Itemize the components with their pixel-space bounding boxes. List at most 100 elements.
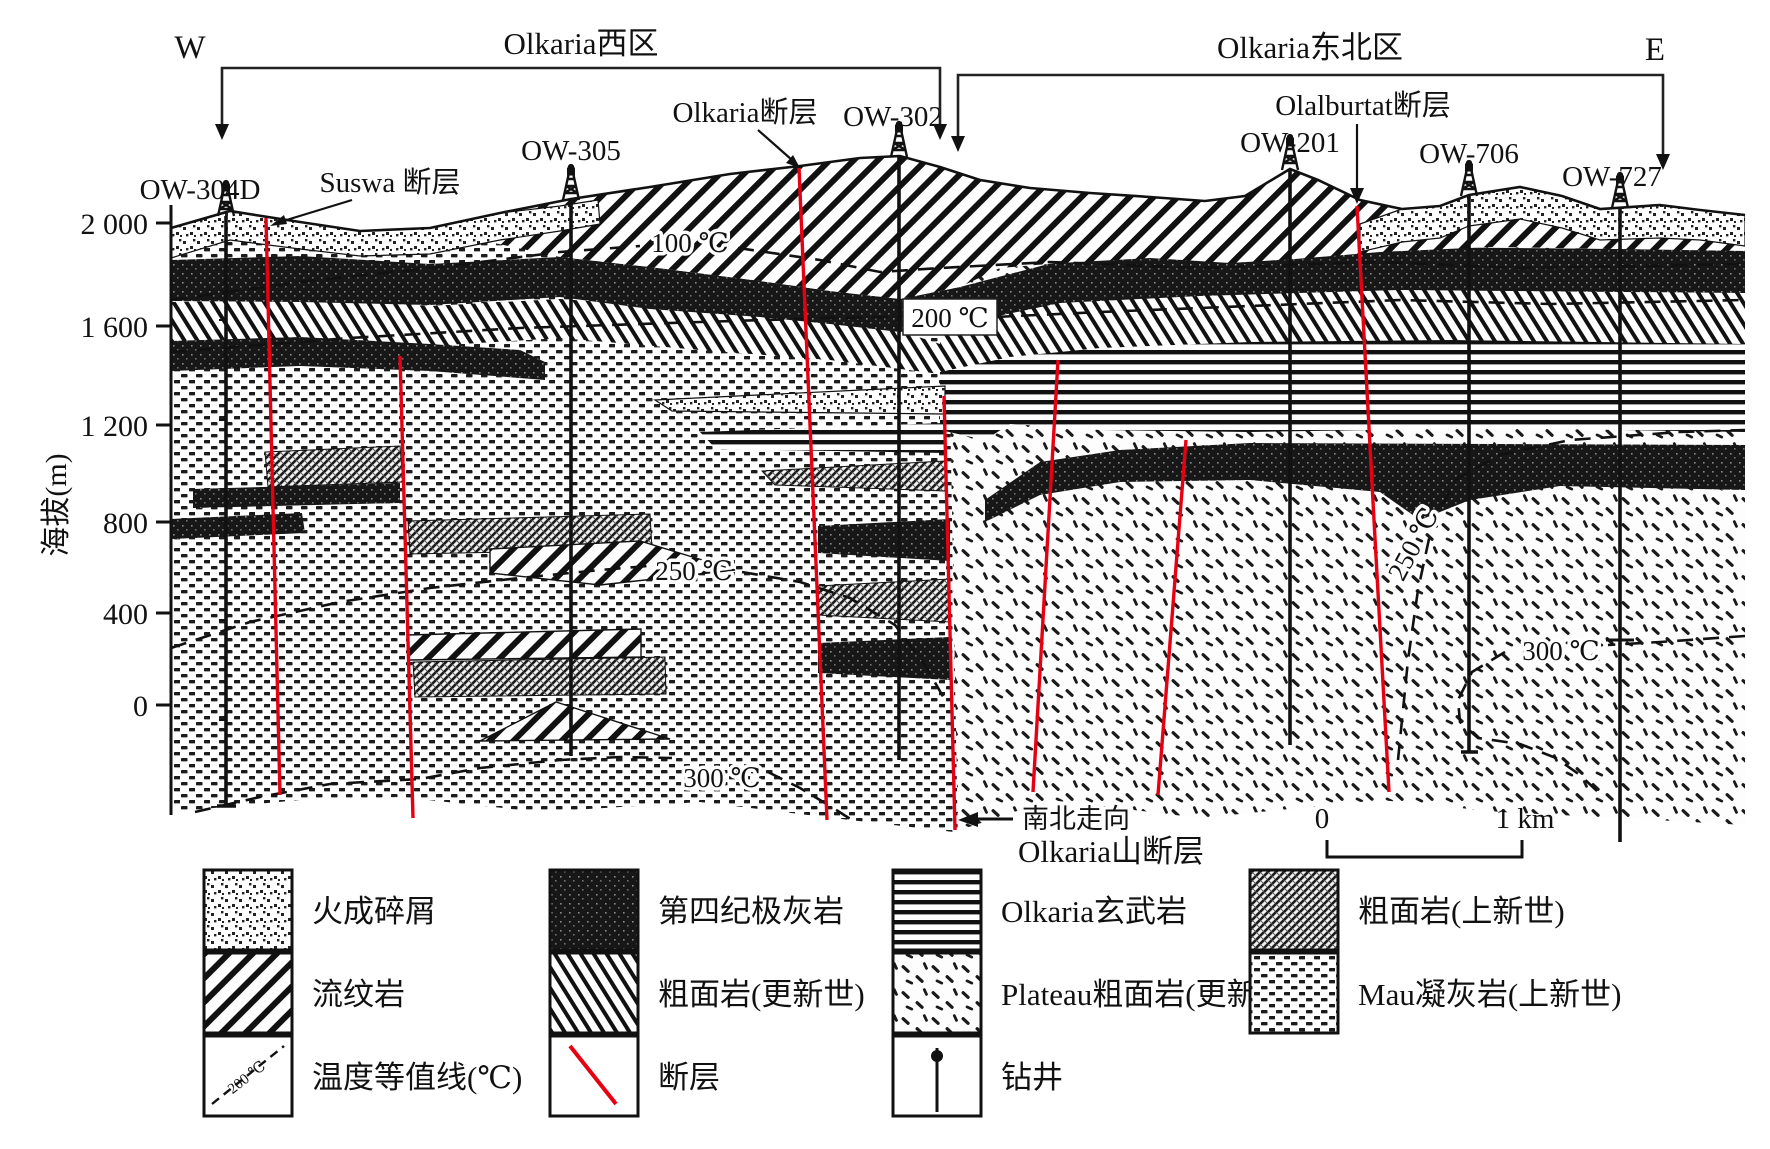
band-weave-c — [412, 656, 667, 698]
trachyte-pleistocene-left — [171, 299, 940, 374]
legend-label: 温度等值线(℃) — [312, 1060, 522, 1095]
isotherm-label-300-left: 300 ℃ — [683, 763, 760, 793]
isotherm-label-250-left: 250 ℃ — [655, 556, 732, 586]
block-dark-b — [818, 637, 950, 680]
well-label-ow305: OW-305 — [521, 135, 621, 167]
well-ow305: OW-305 — [521, 135, 621, 756]
fault-5 — [1031, 359, 1060, 793]
well-ow706: OW-706 — [1419, 138, 1519, 754]
lens-hatch-triangle — [479, 701, 671, 742]
well-label-ow706: OW-706 — [1419, 138, 1519, 170]
legend-item-rhyolite: 流纹岩 — [202, 951, 405, 1035]
legend-label: Mau凝灰岩(上新世) — [1358, 977, 1621, 1012]
tick-1600: 1 600 — [81, 311, 149, 344]
fault-olkaria — [797, 167, 829, 821]
scale-bar: 0 1 km — [1315, 803, 1555, 859]
legend-label: 粗面岩(更新世) — [658, 977, 865, 1012]
well-label-ow201: OW-201 — [1240, 127, 1340, 159]
tick-0: 0 — [133, 690, 148, 723]
scale-bar-bracket — [1325, 840, 1524, 859]
well-ow302: OW-302 — [843, 101, 943, 760]
wells: OW-304D OW-305 OW-302 OW-201 OW-706 — [140, 101, 1662, 842]
isotherm-label-200: 200 ℃ — [911, 303, 988, 333]
well-label-ow302: OW-302 — [843, 101, 943, 133]
isotherm-300-right — [1456, 634, 1746, 793]
legend: 火成碎屑 第四纪极灰岩 Olkaria玄武岩 粗面岩(上新世) 流纹岩 粗面岩(… — [202, 868, 1621, 1118]
olkaria-pointer-arrowhead — [786, 155, 800, 168]
olkaria-fault-label: Olkaria断层 — [673, 96, 818, 129]
suswa-pointer-arrowhead — [270, 215, 287, 226]
legend-label: 钻井 — [1001, 1060, 1063, 1095]
olkaria-hill-fault-label: 南北走向 Olkaria山断层 — [958, 804, 1204, 869]
rhyolite-layer — [430, 156, 1745, 299]
legend-item-plateau-trachyte: Plateau粗面岩(更新世) — [891, 951, 1299, 1035]
lens-weave-a — [264, 445, 404, 488]
scale-end-label: 1 km — [1496, 803, 1555, 835]
axis-title: 海拔(m) — [40, 453, 73, 556]
legend-label: 粗面岩(上新世) — [1358, 894, 1565, 929]
northeast-bracket — [956, 73, 1665, 160]
isotherm-250-left — [170, 564, 947, 701]
legend-label: 流纹岩 — [312, 977, 405, 1012]
elevation-axis: 2 000 1 600 1 200 800 400 0 海拔(m) — [40, 205, 173, 815]
streak-dark-a — [193, 483, 400, 508]
dark-band-left-2 — [171, 337, 545, 380]
isotherm-300-left — [194, 755, 856, 824]
lens-hatch-b — [489, 540, 736, 586]
tick-800: 800 — [103, 507, 148, 540]
legend-item-borehole: 钻井 — [891, 1034, 1063, 1118]
legend-label: 第四纪极灰岩 — [658, 894, 844, 929]
olalburtat-fault-label: Olalburtat断层 — [1275, 89, 1451, 122]
hill-fault-label-line1: 南北走向 — [1022, 804, 1130, 834]
legend-label: 火成碎屑 — [312, 894, 436, 929]
legend-item-quaternary-tuff: 第四纪极灰岩 — [548, 868, 844, 952]
block-weave — [817, 578, 951, 623]
geology-layers — [171, 156, 1745, 832]
legend-item-trachyte-pleistocene: 粗面岩(更新世) — [548, 951, 865, 1035]
legend-item-basalt: Olkaria玄武岩 — [891, 868, 1187, 952]
legend-item-mau-tuff: Mau凝灰岩(上新世) — [1248, 951, 1621, 1035]
isotherm-250-right — [1396, 428, 1746, 761]
legend-label: Olkaria玄武岩 — [1001, 894, 1187, 929]
lens-hatch-c — [406, 628, 642, 661]
region-brackets — [220, 66, 1665, 160]
well-ow201: OW-201 — [1240, 127, 1340, 745]
well-label-ow727: OW-727 — [1562, 161, 1662, 193]
legend-item-isotherm: 200 ℃ 温度等值线(℃) — [202, 1034, 522, 1118]
legend-item-fault: 断层 — [548, 1034, 720, 1118]
well-ow727: OW-727 — [1562, 161, 1662, 842]
block-dark-a — [818, 519, 950, 561]
legend-item-pyroclastics: 火成碎屑 — [202, 868, 436, 952]
west-bracket — [220, 66, 942, 130]
fault-6 — [1156, 439, 1188, 796]
legend-item-trachyte-pliocene: 粗面岩(上新世) — [1248, 868, 1565, 952]
streak-dark-b — [171, 513, 305, 539]
direction-west: W — [174, 30, 206, 66]
fault-2 — [398, 355, 415, 819]
well-label-ow304d: OW-304D — [140, 174, 261, 206]
suswa-fault-label: Suswa 断层 — [320, 166, 461, 199]
dark-band-lower — [985, 443, 1745, 522]
fault-olkaria-hill — [942, 395, 957, 831]
wedge-basalt — [700, 423, 945, 453]
isotherm-100 — [170, 244, 1746, 302]
legend-label: 断层 — [658, 1060, 720, 1095]
fault-olalburtat — [1355, 205, 1391, 793]
isotherm-label-100: 100 ℃ — [651, 228, 728, 258]
fault-1 — [264, 217, 282, 796]
fault-labels: Suswa 断层 Olkaria断层 Olalburtat断层 南北走向 Olk… — [270, 89, 1451, 869]
scale-start-label: 0 — [1315, 803, 1330, 835]
tick-400: 400 — [103, 598, 148, 631]
isotherm-label-300-right: 300 ℃ — [1522, 636, 1599, 666]
isotherm-lines — [170, 244, 1746, 824]
olalburtat-pointer-arrowhead — [1350, 188, 1364, 204]
region-west-label: Olkaria西区 — [504, 26, 659, 61]
trachyte-pleistocene-right — [940, 287, 1745, 372]
region-northeast-label: Olkaria东北区 — [1217, 30, 1403, 65]
hill-fault-label-line2: Olkaria山断层 — [1018, 834, 1204, 869]
well-ow304d: OW-304D — [140, 174, 261, 808]
hill-fault-arrowhead — [958, 812, 978, 827]
quaternary-dark-band — [171, 247, 1745, 332]
